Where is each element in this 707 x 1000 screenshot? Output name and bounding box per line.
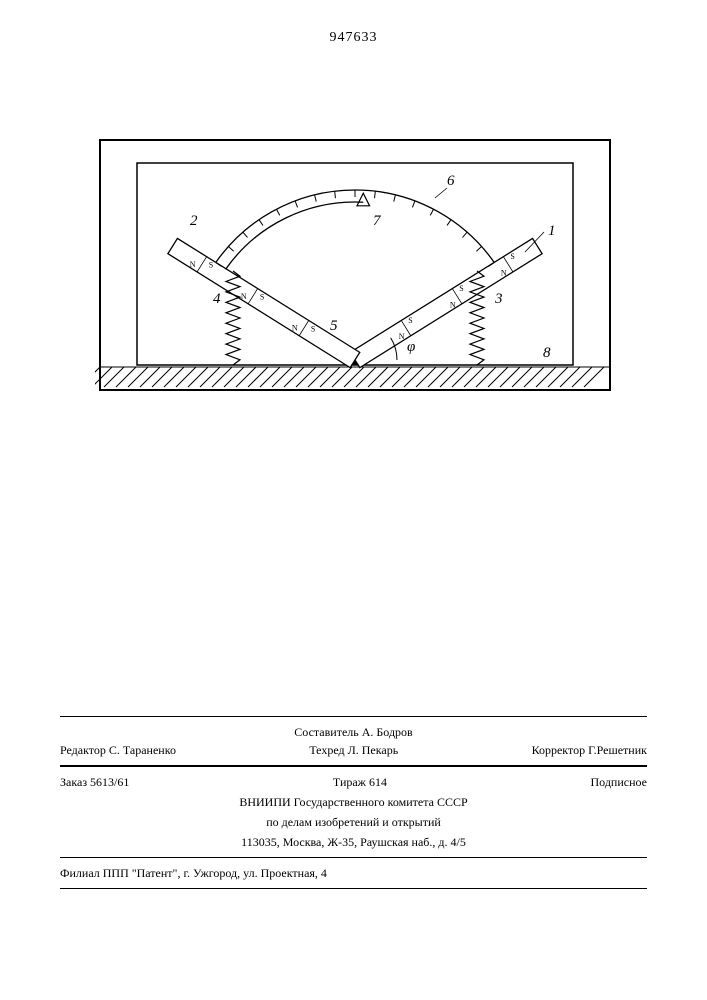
figure: NSNSNSSNSNSN12345678φ <box>95 135 615 395</box>
address: 113035, Москва, Ж-35, Раушская наб., д. … <box>60 833 647 851</box>
credits-block: Составитель А. Бодров Редактор С. Таране… <box>60 710 647 895</box>
divider <box>60 857 647 858</box>
svg-text:N: N <box>190 260 196 269</box>
svg-text:S: S <box>510 252 514 261</box>
svg-text:N: N <box>241 292 247 301</box>
page: 947633 NSNSNSSNSNSN12345678φ Составитель… <box>0 0 707 1000</box>
divider <box>60 888 647 889</box>
corrector: Корректор Г.Решетник <box>532 741 647 759</box>
divider <box>60 716 647 717</box>
footer-line: Филиал ППП "Патент", г. Ужгород, ул. Про… <box>60 864 647 882</box>
svg-text:S: S <box>260 293 264 302</box>
svg-text:N: N <box>292 324 298 333</box>
order: Заказ 5613/61 <box>60 773 129 791</box>
svg-text:S: S <box>209 261 213 270</box>
svg-text:5: 5 <box>330 318 338 334</box>
tirazh: Тираж 614 <box>333 773 387 791</box>
svg-text:1: 1 <box>548 223 556 239</box>
svg-text:S: S <box>408 316 412 325</box>
svg-text:6: 6 <box>447 173 455 189</box>
subscription: Подписное <box>591 773 648 791</box>
compiler: Составитель А. Бодров <box>60 723 647 741</box>
document-number: 947633 <box>0 30 707 46</box>
svg-text:S: S <box>311 325 315 334</box>
org-line-1: ВНИИПИ Государственного комитета СССР <box>60 793 647 811</box>
svg-text:S: S <box>459 284 463 293</box>
org-line-2: по делам изобретений и открытий <box>60 813 647 831</box>
svg-text:8: 8 <box>543 345 551 361</box>
svg-text:3: 3 <box>494 291 503 307</box>
svg-text:4: 4 <box>213 291 221 307</box>
svg-text:2: 2 <box>190 213 198 229</box>
divider <box>60 765 647 767</box>
tech: Техред Л. Пекарь <box>309 741 398 759</box>
editor: Редактор С. Тараненко <box>60 741 176 759</box>
credits-row-1: Редактор С. Тараненко Техред Л. Пекарь К… <box>60 741 647 759</box>
svg-text:N: N <box>501 268 507 277</box>
credits-row-2: Заказ 5613/61 Тираж 614 Подписное <box>60 773 647 791</box>
svg-text:N: N <box>399 332 405 341</box>
diagram-svg: NSNSNSSNSNSN12345678φ <box>95 135 615 395</box>
svg-text:N: N <box>450 300 456 309</box>
svg-text:φ: φ <box>407 339 415 355</box>
